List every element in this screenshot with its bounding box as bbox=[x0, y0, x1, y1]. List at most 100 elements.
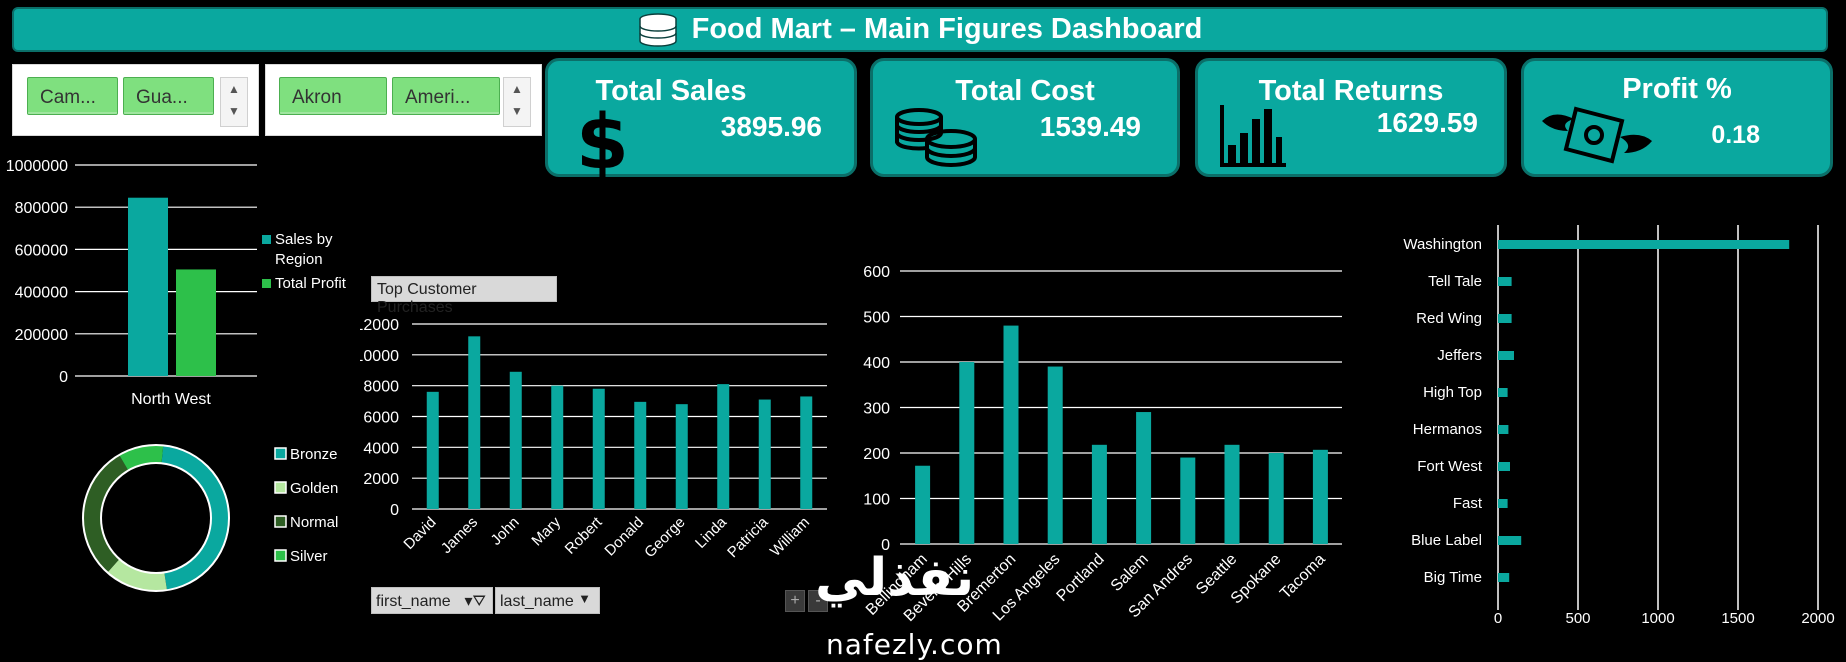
category-slicer[interactable]: Cam... Gua... ▲ ▼ bbox=[12, 64, 259, 136]
bar bbox=[959, 362, 975, 544]
top-customer-purchases-chart: 12000 10000 8000 6000 4000 2000 0DavidJamesJoh… bbox=[360, 317, 827, 561]
x-tick-label: 500 bbox=[1565, 610, 1590, 627]
y-tick-label: 200 bbox=[863, 446, 890, 463]
legend-swatch bbox=[274, 515, 287, 528]
watermark-logo-arabic: نفذلي bbox=[815, 548, 975, 608]
slicer-item-akron[interactable]: Akron bbox=[279, 77, 387, 115]
bar bbox=[1498, 388, 1508, 397]
scroll-up-icon[interactable]: ▲ bbox=[511, 82, 523, 96]
y-tick-label: 1000000 bbox=[6, 158, 68, 175]
donut-slice-golden bbox=[107, 558, 168, 591]
y-tick-label: 100 bbox=[863, 492, 890, 509]
filter-icon[interactable]: ▾⛛ bbox=[464, 593, 486, 610]
legend-swatch bbox=[274, 481, 287, 494]
watermark-url: nafezly.com bbox=[826, 628, 1003, 661]
slicer-scroll[interactable]: ▲ ▼ bbox=[220, 77, 248, 127]
bar bbox=[1180, 457, 1196, 544]
slicer-item-gua[interactable]: Gua... bbox=[123, 77, 214, 115]
legend-swatch bbox=[274, 447, 287, 460]
bar bbox=[1498, 351, 1514, 360]
bar bbox=[1312, 449, 1328, 544]
y-tick-label: 4000 bbox=[363, 440, 399, 457]
y-tick-label: 12000 bbox=[360, 317, 399, 334]
bar bbox=[1047, 366, 1063, 544]
y-tick-label: 200000 bbox=[15, 327, 68, 344]
legend-label: Region bbox=[275, 251, 323, 268]
first-name-label: first_name bbox=[376, 593, 451, 610]
legend-label: Sales by bbox=[275, 231, 333, 248]
slicer-item-cam[interactable]: Cam... bbox=[27, 77, 118, 115]
y-tick-label: 2000 bbox=[363, 471, 399, 488]
bar bbox=[1498, 277, 1512, 286]
kpi-title: Total Sales bbox=[595, 75, 747, 107]
scroll-down-icon[interactable]: ▼ bbox=[511, 104, 523, 118]
x-tick-label: 1000 bbox=[1641, 610, 1674, 627]
bar bbox=[509, 371, 522, 509]
y-tick-label: Blue Label bbox=[1411, 532, 1482, 549]
x-tick-label: Tacoma bbox=[1277, 551, 1329, 603]
slicer-scroll[interactable]: ▲ ▼ bbox=[503, 77, 531, 127]
donut-slice-normal bbox=[83, 454, 129, 573]
kpi-total-cost: Total Cost 1539.49 bbox=[870, 58, 1180, 177]
first-name-field-button[interactable]: first_name ▾⛛ bbox=[371, 587, 493, 614]
donut-slice-silver bbox=[119, 445, 164, 471]
kpi-profit-percent: Profit % 0.18 bbox=[1521, 58, 1833, 177]
y-tick-label: Big Time bbox=[1424, 569, 1482, 586]
x-tick-label: Linda bbox=[692, 513, 730, 551]
y-tick-label: 600000 bbox=[15, 242, 68, 259]
bar bbox=[1498, 536, 1522, 545]
y-tick-label: 400000 bbox=[15, 285, 68, 302]
kpi-value: 1629.59 bbox=[1376, 107, 1478, 138]
legend-label: Bronze bbox=[290, 446, 338, 463]
kpi-value: 3895.96 bbox=[720, 111, 822, 142]
city-slicer[interactable]: Akron Ameri... ▲ ▼ bbox=[265, 64, 542, 136]
y-tick-label: Hermanos bbox=[1413, 421, 1482, 438]
donut-inner-border bbox=[100, 462, 212, 574]
top-customer-field-button[interactable]: Top Customer Purchases bbox=[371, 276, 557, 316]
collapse-button[interactable]: - bbox=[808, 590, 828, 612]
x-tick-label: James bbox=[438, 514, 481, 557]
donut-outer-border bbox=[82, 444, 230, 592]
donut-slice-bronze bbox=[161, 445, 229, 591]
bar-0 bbox=[128, 197, 168, 376]
y-tick-label: 0 bbox=[881, 537, 890, 554]
y-tick-label: 0 bbox=[390, 502, 399, 519]
x-tick-label: John bbox=[488, 514, 523, 549]
kpi-title: Profit % bbox=[1622, 73, 1732, 105]
bar bbox=[717, 384, 730, 509]
bar bbox=[758, 399, 771, 509]
x-tick-label: Portland bbox=[1054, 551, 1108, 605]
x-tick-label: North West bbox=[131, 391, 211, 408]
legend-label: Golden bbox=[290, 480, 338, 497]
scroll-up-icon[interactable]: ▲ bbox=[228, 82, 240, 96]
x-tick-label: 2000 bbox=[1801, 610, 1834, 627]
slicer-item-ameri[interactable]: Ameri... bbox=[392, 77, 500, 115]
x-tick-label: 0 bbox=[1494, 610, 1502, 627]
bar bbox=[592, 388, 605, 509]
y-tick-label: High Top bbox=[1423, 384, 1482, 401]
y-tick-label: 400 bbox=[863, 355, 890, 372]
last-name-field-button[interactable]: last_name ▼ bbox=[495, 587, 600, 614]
bar bbox=[800, 396, 813, 509]
bar bbox=[1003, 325, 1019, 544]
x-tick-label: Robert bbox=[562, 513, 606, 557]
bar bbox=[1268, 453, 1284, 544]
legend-swatch bbox=[262, 279, 271, 288]
y-tick-label: 8000 bbox=[363, 379, 399, 396]
y-tick-label: Fort West bbox=[1417, 458, 1483, 475]
scroll-down-icon[interactable]: ▼ bbox=[228, 104, 240, 118]
bar bbox=[634, 401, 647, 509]
bar bbox=[1498, 240, 1790, 249]
brand-sales-chart: 0 500 1000 1500 2000 Washington Tell Tale Red W… bbox=[1403, 225, 1835, 627]
customer-tier-donut-chart: Bronze Golden Normal Silver bbox=[82, 444, 338, 592]
x-tick-label: Donald bbox=[601, 514, 647, 560]
kpi-total-returns: Total Returns 1629.59 bbox=[1195, 58, 1507, 177]
bar bbox=[1498, 573, 1510, 582]
flying-money-icon bbox=[1542, 106, 1652, 164]
y-tick-label: Jeffers bbox=[1437, 347, 1482, 364]
expand-button[interactable]: + bbox=[785, 590, 805, 612]
kpi-total-sales: Total Sales $ 3895.96 bbox=[545, 58, 857, 186]
dropdown-arrow-icon[interactable]: ▼ bbox=[578, 591, 591, 606]
kpi-title: Total Returns bbox=[1258, 75, 1444, 107]
